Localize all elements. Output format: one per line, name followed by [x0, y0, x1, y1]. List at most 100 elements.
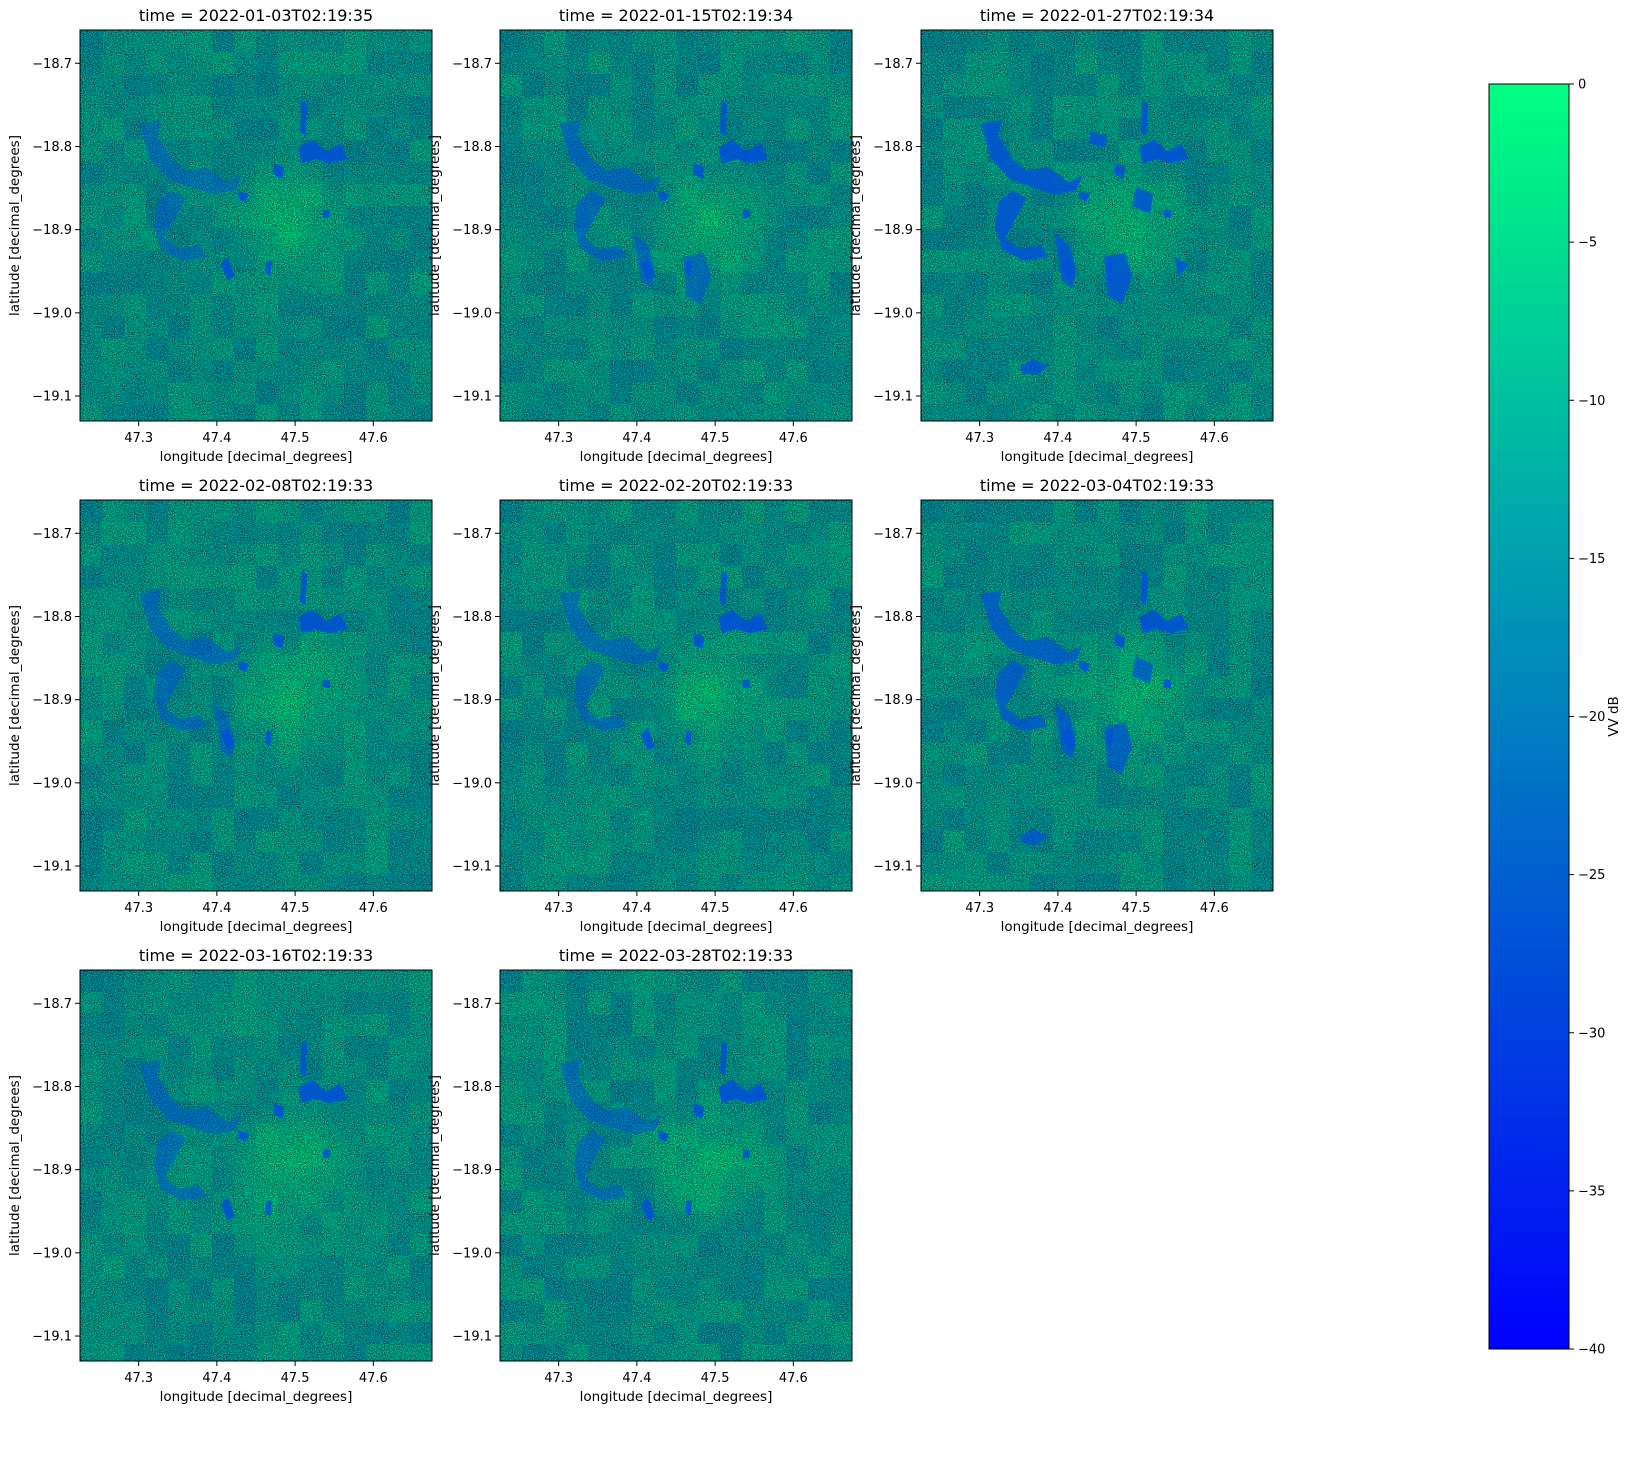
x-tick-label: 47.3	[965, 431, 994, 446]
water-body	[1079, 660, 1090, 673]
flooded-area	[573, 1130, 627, 1201]
x-axis-label: longitude [decimal_degrees]	[580, 1389, 773, 1405]
x-tick-label: 47.3	[544, 901, 573, 916]
y-tick-label: −19.0	[452, 776, 492, 791]
y-tick-label: −19.1	[452, 390, 492, 405]
axes-frame	[79, 499, 433, 892]
speckle-light	[921, 500, 1273, 891]
flooded-area	[1019, 828, 1048, 845]
flooded-area	[980, 589, 1083, 665]
x-tick-label: 47.4	[1043, 431, 1072, 446]
water-bodies	[559, 1040, 768, 1221]
y-tick-label: −18.7	[452, 527, 492, 542]
panel-title: time = 2022-01-15T02:19:34	[559, 6, 793, 25]
water-body	[684, 730, 692, 747]
sar-image	[80, 30, 432, 421]
x-tick-label: 47.4	[202, 1371, 231, 1386]
y-tick-label: −18.9	[32, 1163, 72, 1178]
y-tick-label: −19.1	[32, 390, 72, 405]
x-tick-label: 47.3	[124, 431, 153, 446]
panel-6: time = 2022-03-04T02:19:33 47.3 47.4 47.5 47…	[848, 476, 1274, 935]
flooded-area	[994, 190, 1048, 261]
x-axis-label: longitude [decimal_degrees]	[1001, 449, 1194, 465]
flooded-area	[1019, 358, 1048, 375]
y-tick-label: −19.1	[452, 860, 492, 875]
panel-2: time = 2022-01-15T02:19:34 47.3 47.4 47.5 47…	[427, 6, 853, 465]
water-body	[1139, 609, 1189, 633]
y-axis-label: latitude [decimal_degrees]	[848, 605, 864, 786]
y-tick-label: −18.8	[452, 140, 492, 155]
x-tick-label: 47.4	[202, 901, 231, 916]
axes-frame	[920, 499, 1274, 892]
panel-title: time = 2022-03-16T02:19:33	[139, 946, 373, 965]
flooded-area	[573, 660, 627, 731]
y-tick-label: −18.7	[32, 527, 72, 542]
y-tick-label: −18.9	[873, 223, 913, 238]
x-axis-label: longitude [decimal_degrees]	[160, 449, 353, 465]
water-body	[298, 609, 348, 633]
y-axis-label: latitude [decimal_degrees]	[427, 605, 443, 786]
flooded-area	[153, 660, 207, 731]
panel-7: time = 2022-03-16T02:19:33 47.3 47.4 47.5 47…	[7, 946, 433, 1405]
axes-frame	[499, 29, 853, 422]
water-body	[1163, 679, 1171, 688]
x-tick-label: 47.5	[701, 901, 730, 916]
water-body	[298, 139, 348, 163]
axes-frame	[79, 969, 433, 1362]
water-body	[742, 1149, 750, 1158]
y-tick-label: −18.9	[873, 693, 913, 708]
y-tick-label: −19.1	[32, 1330, 72, 1345]
x-tick-label: 47.4	[622, 1371, 651, 1386]
water-body	[684, 1200, 692, 1217]
x-tick-label: 47.4	[202, 431, 231, 446]
y-tick-label: −19.0	[452, 306, 492, 321]
flooded-area	[559, 1059, 662, 1135]
flooded-area	[139, 589, 242, 665]
water-body	[1139, 139, 1189, 163]
x-tick-label: 47.3	[965, 901, 994, 916]
y-tick-label: −18.9	[452, 1163, 492, 1178]
flooded-area	[573, 190, 627, 261]
x-tick-label: 47.5	[281, 431, 310, 446]
y-tick-label: −18.8	[452, 1080, 492, 1095]
water-body	[1114, 162, 1126, 179]
water-bodies	[980, 570, 1189, 845]
flooded-area	[683, 252, 712, 304]
panel-title: time = 2022-02-20T02:19:33	[559, 476, 793, 495]
x-axis-label: longitude [decimal_degrees]	[580, 919, 773, 935]
flooded-area	[1174, 256, 1189, 277]
water-body	[718, 1079, 768, 1103]
water-body	[658, 190, 669, 203]
y-tick-label: −18.7	[32, 997, 72, 1012]
water-body	[1079, 190, 1090, 203]
y-axis-label: latitude [decimal_degrees]	[7, 1075, 23, 1256]
panel-title: time = 2022-02-08T02:19:33	[139, 476, 373, 495]
x-tick-label: 47.6	[1200, 901, 1229, 916]
y-tick-label: −19.1	[873, 390, 913, 405]
sar-image	[500, 970, 852, 1361]
sar-image	[80, 970, 432, 1361]
panel-title: time = 2022-01-03T02:19:35	[139, 6, 373, 25]
water-body	[640, 1196, 655, 1221]
y-tick-label: −18.8	[873, 610, 913, 625]
sar-image	[921, 500, 1273, 891]
colorbar	[1488, 83, 1570, 1350]
water-body	[658, 1130, 669, 1143]
water-body	[693, 162, 705, 179]
water-body	[640, 726, 655, 751]
panel-title: time = 2022-03-04T02:19:33	[980, 476, 1214, 495]
water-body	[298, 1079, 348, 1103]
y-tick-label: −18.7	[452, 57, 492, 72]
water-body	[220, 1196, 235, 1221]
y-tick-label: −18.8	[873, 140, 913, 155]
colorbar-tick-label: −10	[1578, 394, 1605, 409]
sar-image	[500, 500, 852, 891]
axes-frame	[920, 29, 1274, 422]
water-body	[322, 1149, 330, 1158]
x-tick-label: 47.5	[1122, 901, 1151, 916]
x-tick-label: 47.6	[779, 1371, 808, 1386]
y-axis-label: latitude [decimal_degrees]	[427, 135, 443, 316]
speckle-light	[80, 970, 432, 1361]
panel-title: time = 2022-03-28T02:19:33	[559, 946, 793, 965]
